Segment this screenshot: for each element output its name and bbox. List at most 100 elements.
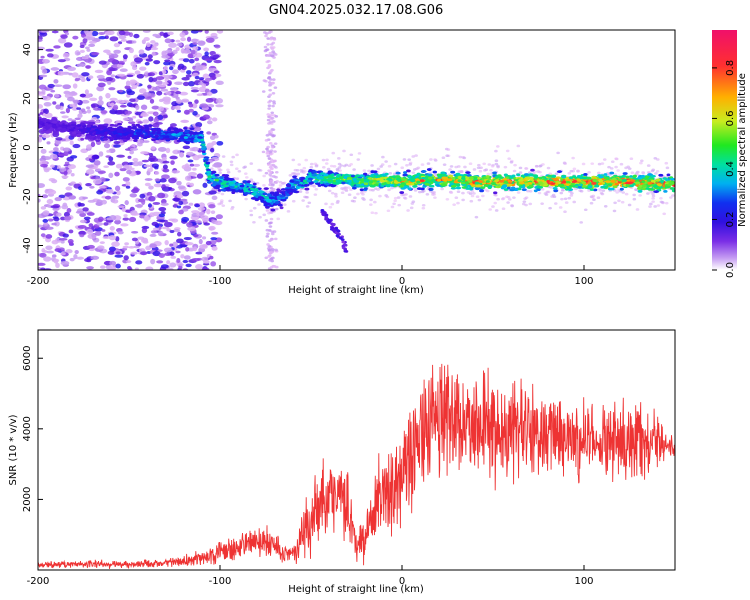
spectrogram-cell [257, 203, 261, 206]
spectrogram-cell [142, 119, 150, 124]
spectrogram-cell [121, 99, 130, 104]
spectrogram-cell [76, 256, 84, 260]
spectrogram-cell [344, 186, 348, 190]
spectrogram-cell [509, 175, 514, 179]
spectrogram-cell [135, 197, 141, 204]
spectrogram-cell [74, 78, 80, 82]
spectrogram-cell [60, 252, 66, 256]
spectrogram-cell [177, 65, 182, 71]
spectrogram-cell [76, 63, 86, 67]
spectrogram-cell [142, 240, 149, 244]
spectrogram-cell [202, 73, 210, 79]
spectrogram-cell [478, 169, 483, 173]
spectrogram-cell [98, 35, 107, 40]
spectrogram-cell [197, 154, 204, 159]
spectrogram-cell [181, 190, 190, 197]
spectrogram-cell [268, 84, 272, 87]
spectrogram-cell [124, 110, 132, 115]
spectrogram-cell [268, 225, 273, 228]
spectrogram-cell [63, 170, 68, 176]
spectrogram-cell [587, 171, 591, 174]
spectrogram-cell [136, 73, 145, 79]
spectrogram-cell [445, 154, 449, 158]
spectrogram-cell [175, 244, 183, 249]
spectrogram-cell [129, 150, 135, 155]
spectrogram-cell [330, 184, 336, 188]
spectrogram-cell [560, 188, 565, 192]
spectrogram-cell [86, 106, 91, 110]
spectrogram-cell [601, 189, 606, 192]
spectrogram-cell [197, 206, 206, 211]
spectrogram-cell [97, 82, 106, 88]
spectrogram-cell [454, 196, 459, 200]
spectrogram-cell [87, 75, 94, 80]
spectrogram-cell [175, 105, 181, 111]
spectrogram-cell [451, 176, 456, 180]
spectrogram-cell [87, 233, 97, 239]
spectrogram-cell [160, 264, 169, 269]
spectrogram-cell [86, 124, 91, 128]
spectrogram-cell [421, 203, 426, 207]
spectrogram-cell [101, 229, 106, 232]
spectrogram-cell [79, 44, 85, 49]
spectrogram-cell [121, 207, 127, 212]
spectrogram-cell [356, 177, 361, 181]
spectrogram-cell [266, 163, 271, 166]
spectrogram-cell [96, 85, 105, 92]
spectrogram-cell [92, 178, 102, 185]
spectrogram-cell [269, 238, 274, 241]
spectrogram-cell [302, 166, 307, 170]
spectrogram-cell [491, 163, 495, 167]
spectrogram-cell [238, 189, 244, 193]
spectrogram-cell [204, 51, 209, 57]
spectrogram-cell [553, 189, 559, 193]
spectrogram-cell [567, 196, 572, 200]
spectrogram-cell [361, 197, 365, 200]
spectrogram-cell [67, 66, 77, 72]
spectrogram-cell [107, 250, 115, 255]
spectrogram-cell [128, 130, 134, 133]
spectrogram-cell [206, 208, 211, 215]
spectrogram-cell [129, 193, 138, 198]
spectrogram-cell [57, 37, 67, 44]
spectrogram-cell [488, 208, 493, 211]
spectrogram-cell [139, 193, 146, 199]
spectrogram-cell [292, 175, 297, 179]
spectrogram-cell [390, 184, 395, 187]
spectrogram-cell [352, 186, 357, 190]
spectrogram-cell [635, 208, 640, 211]
spectrogram-cell [131, 212, 140, 216]
spectrogram-cell [359, 174, 365, 178]
spectrogram-cell [501, 207, 506, 211]
spectrogram-cell [572, 167, 577, 171]
spectrogram-cell [420, 163, 425, 166]
spectrogram-cell [605, 180, 611, 184]
spectrogram-cell [132, 115, 137, 119]
spectrogram-cell [242, 166, 246, 169]
spectrogram-cell [122, 54, 128, 60]
spectrogram-cell [427, 176, 433, 180]
spectrogram-cell [133, 139, 138, 142]
spectrogram-cell [359, 188, 364, 192]
spectrogram-cell [509, 160, 514, 164]
spectrogram-cell [267, 107, 271, 110]
spectrogram-cell [324, 162, 329, 165]
spectrogram-cell [581, 162, 586, 166]
spectrogram-cell [448, 168, 452, 171]
spectrogram-cell [40, 267, 46, 270]
spectrogram-cell [518, 166, 523, 170]
spectrogram-cell [462, 156, 467, 160]
spectrogram-cell [421, 170, 427, 173]
spectrogram-cell [206, 131, 212, 135]
spectrogram-cell [53, 147, 59, 152]
spectrogram-cell [265, 235, 270, 238]
spectrogram-cell [670, 177, 675, 181]
spectrogram-cell [85, 182, 92, 187]
spectrogram-cell [609, 167, 614, 170]
spectrogram-cell [156, 219, 166, 223]
spectrogram-cell [494, 162, 499, 166]
spectrogram-cell [267, 65, 272, 69]
spectrogram-cell [416, 187, 423, 191]
spectrogram-cell [122, 217, 130, 221]
spectrogram-cell [200, 147, 206, 150]
